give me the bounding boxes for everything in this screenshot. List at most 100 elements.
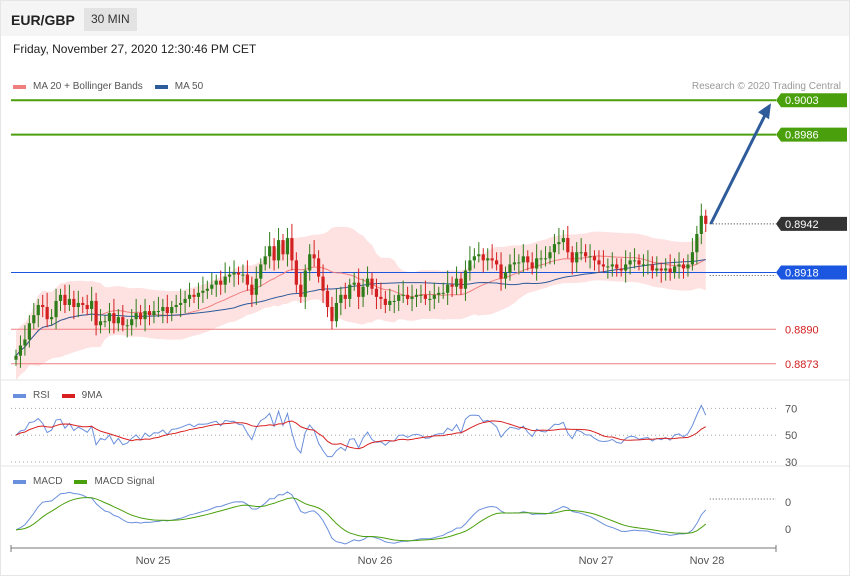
rsi-tick-label: 30 <box>785 457 797 469</box>
candle-body <box>486 258 490 261</box>
candle-body <box>339 294 343 303</box>
candle-body <box>668 268 672 273</box>
candle-body <box>156 311 160 313</box>
candle-body <box>459 278 463 289</box>
candle-body <box>210 284 214 289</box>
macd-legend-label: MACD <box>33 476 63 487</box>
candle-body <box>428 298 432 300</box>
candle-body <box>23 339 27 346</box>
candle-body <box>192 294 196 297</box>
candle-body <box>130 319 134 326</box>
candle-body <box>201 290 205 293</box>
candle-body <box>374 288 379 297</box>
macd-tick-label: 0 <box>785 524 791 536</box>
candle-body <box>686 264 690 269</box>
candle-body <box>236 272 241 275</box>
candle-body <box>152 311 156 316</box>
candle-body <box>472 256 476 261</box>
candle-body <box>677 264 681 267</box>
rsi-swatch <box>13 393 26 398</box>
timeframe-badge[interactable]: 30 MIN <box>84 8 137 31</box>
candle-body <box>147 311 152 316</box>
ma50-legend-label: MA 50 <box>174 81 204 92</box>
signal-swatch <box>74 479 88 484</box>
candle-body <box>103 321 107 323</box>
candle-body <box>535 258 539 269</box>
candle-body <box>107 313 112 322</box>
candle-body <box>32 315 36 324</box>
candle-body <box>14 355 18 360</box>
candle-body <box>290 238 294 261</box>
candle-body <box>597 260 601 265</box>
candle-body <box>72 298 76 308</box>
price-tag-0-8890: 0.8890 <box>785 324 819 336</box>
candle-body <box>125 325 129 327</box>
candle-body <box>285 238 290 255</box>
candle-body <box>228 274 232 277</box>
rsi-tick-label: 50 <box>785 430 797 442</box>
candle-body <box>348 284 352 299</box>
candle-body <box>245 274 249 285</box>
candle-body <box>392 300 396 302</box>
rsi-line <box>15 404 707 458</box>
candle-body <box>463 270 468 289</box>
candle-body <box>321 276 325 291</box>
macd-swatch <box>13 479 26 484</box>
candle-body <box>423 294 427 299</box>
candle-body <box>330 307 334 322</box>
chart-datetime: Friday, November 27, 2020 12:30:46 PM CE… <box>13 42 257 56</box>
candle-body <box>81 302 85 305</box>
support-label: 0.8873 <box>785 359 819 371</box>
forecast-arrow-head <box>758 103 771 120</box>
candle-body <box>397 294 401 301</box>
candle-body <box>45 307 49 320</box>
price-tag-0-8873: 0.8873 <box>785 359 819 371</box>
candle-body <box>90 300 94 310</box>
price-tag-text: 0.9003 <box>785 95 819 107</box>
candle-body <box>539 258 543 260</box>
candle-body <box>628 260 632 265</box>
candle-body <box>183 298 187 303</box>
candle-body <box>67 298 71 305</box>
candle-body <box>259 264 263 279</box>
candle-body <box>530 262 534 269</box>
candle-body <box>637 260 641 265</box>
macd-tick-label: 0 <box>785 497 791 509</box>
price-tag-bg <box>776 216 847 231</box>
candle-body <box>521 256 525 263</box>
price-tag-0-8942: 0.8942 <box>776 216 847 231</box>
candle-body <box>41 304 45 308</box>
candle-body <box>241 274 245 276</box>
candle-body <box>139 313 143 320</box>
candle-body <box>512 262 516 265</box>
candle-body <box>94 300 98 326</box>
signal-legend-label: MACD Signal <box>94 476 155 487</box>
candle-body <box>508 264 512 273</box>
candle-body <box>54 300 58 318</box>
candle-body <box>27 323 31 340</box>
candle-body <box>312 254 316 259</box>
candle-body <box>446 284 450 293</box>
x-axis-label: Nov 26 <box>358 555 393 567</box>
candle-body <box>170 307 174 314</box>
candle-body <box>116 317 120 324</box>
candle-body <box>481 254 485 261</box>
candle-body <box>143 311 147 320</box>
candle-body <box>388 300 392 305</box>
candle-body <box>624 264 628 271</box>
candle-body <box>179 302 183 305</box>
candle-body <box>205 288 209 291</box>
candle-body <box>584 252 588 257</box>
candle-body <box>250 284 254 295</box>
candle-body <box>579 252 583 254</box>
rsi-legend-label: RSI <box>33 390 50 401</box>
candle-body <box>272 246 276 261</box>
candle-body <box>276 240 281 261</box>
candle-body <box>18 345 23 356</box>
price-legend: MA 20 + Bollinger Bands MA 50 <box>13 81 215 92</box>
candle-body <box>543 258 548 260</box>
candle-body <box>214 280 218 285</box>
candle-body <box>437 292 441 295</box>
candle-body <box>223 276 227 285</box>
candle-body <box>610 264 614 267</box>
